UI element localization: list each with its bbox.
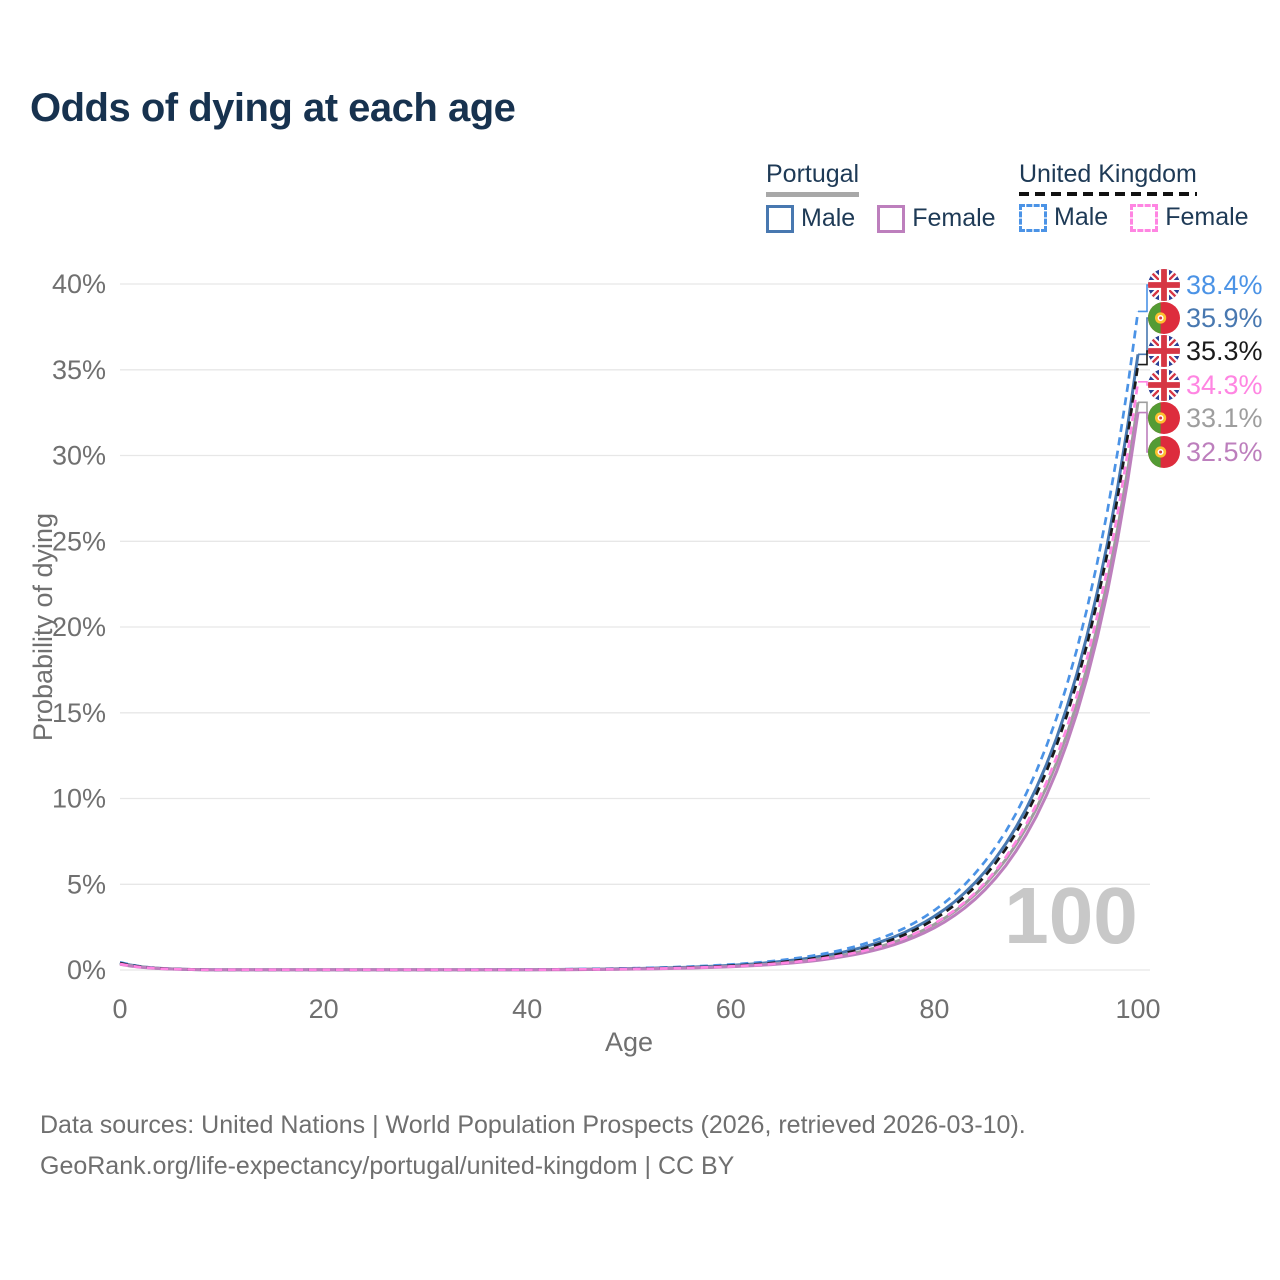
y-tick-label: 30% xyxy=(52,441,106,471)
legend-country-portugal[interactable]: Portugal xyxy=(766,160,860,197)
legend-item-uk-female[interactable]: Female xyxy=(1130,203,1249,232)
legend-item-label: Male xyxy=(801,204,856,232)
series-line-portugal-female[interactable] xyxy=(119,412,1140,972)
legend-item-portugal-female[interactable]: Female xyxy=(877,204,996,233)
end-value-label-uk-male: 38.4% xyxy=(1186,270,1263,300)
uk-male-swatch-icon xyxy=(1019,203,1047,232)
legend-country-label-portugal: Portugal xyxy=(766,160,860,188)
gridlines xyxy=(120,283,1150,971)
x-axis-title: Age xyxy=(605,1027,653,1057)
y-tick-label: 5% xyxy=(67,869,106,899)
x-tick-label: 80 xyxy=(919,994,949,1024)
legend-country-united-kingdom[interactable]: United Kingdom xyxy=(1019,160,1197,196)
y-tick-label: 25% xyxy=(52,526,106,556)
uk-combined-line-sample xyxy=(1019,192,1197,196)
legend-country-label-united-kingdom: United Kingdom xyxy=(1019,160,1197,188)
y-tick-label: 15% xyxy=(52,698,106,728)
uk-female-swatch-icon xyxy=(1130,203,1159,232)
uk-flag-icon xyxy=(1148,369,1180,401)
x-axis-tick-labels: 0 20 40 60 80 100 xyxy=(112,994,1160,1024)
uk-flag-icon xyxy=(1148,269,1180,301)
portugal-combined-line-sample xyxy=(766,192,860,197)
y-axis-title: Probability of dying xyxy=(28,513,58,741)
legend-item-portugal-male[interactable]: Male xyxy=(766,204,855,233)
portugal-female-swatch-icon xyxy=(877,204,906,233)
end-value-label-portugal-female: 32.5% xyxy=(1186,437,1263,467)
end-value-label-portugal-male: 35.9% xyxy=(1186,303,1263,333)
portugal-flag-icon xyxy=(1148,302,1180,334)
age-watermark: 100 xyxy=(1004,871,1137,960)
series-lines xyxy=(119,311,1140,972)
end-value-label-uk-female: 34.3% xyxy=(1186,370,1263,400)
legend-item-label: Female xyxy=(912,204,996,232)
series-line-uk-all[interactable] xyxy=(119,364,1140,972)
series-end-labels: 38.4%35.9%35.3% 34.3%33.1% 32.5% xyxy=(1138,269,1263,468)
x-tick-label: 60 xyxy=(716,994,746,1024)
y-axis-tick-labels: 0% 5% 10% 15% 20% 25% 30% 35% 40% xyxy=(52,269,106,985)
legend-items-portugal: Male Female xyxy=(766,204,996,233)
label-connector xyxy=(1138,284,1150,313)
x-tick-label: 0 xyxy=(112,994,127,1024)
legend-item-label: Female xyxy=(1165,203,1249,231)
portugal-flag-icon xyxy=(1148,436,1180,468)
y-tick-label: 10% xyxy=(52,784,106,814)
legend-group-united-kingdom: United Kingdom Male Female xyxy=(1019,160,1249,232)
y-tick-label: 35% xyxy=(52,355,106,385)
footer: Data sources: United Nations | World Pop… xyxy=(40,1105,1240,1187)
y-tick-label: 40% xyxy=(52,269,106,299)
legend-item-uk-male[interactable]: Male xyxy=(1019,203,1108,232)
page-title: Odds of dying at each age xyxy=(30,86,516,130)
portugal-male-swatch-icon xyxy=(766,204,794,233)
series-line-portugal-male[interactable] xyxy=(119,354,1140,972)
y-tick-label: 0% xyxy=(67,955,106,985)
series-line-uk-male[interactable] xyxy=(119,311,1140,972)
legend-items-united-kingdom: Male Female xyxy=(1019,203,1249,232)
legend-group-portugal: Portugal Male Female xyxy=(766,160,996,233)
series-line-uk-female[interactable] xyxy=(119,381,1140,972)
legend: Portugal Male Female United Kingdom Male xyxy=(0,160,1280,240)
x-tick-label: 20 xyxy=(309,994,339,1024)
end-value-label-portugal-all: 33.1% xyxy=(1186,403,1263,433)
uk-flag-icon xyxy=(1148,335,1180,367)
attribution-line: GeoRank.org/life-expectancy/portugal/uni… xyxy=(40,1152,735,1180)
data-sources-line: Data sources: United Nations | World Pop… xyxy=(40,1111,1026,1139)
x-tick-label: 100 xyxy=(1115,994,1160,1024)
y-tick-label: 20% xyxy=(52,612,106,642)
legend-item-label: Male xyxy=(1054,203,1109,231)
portugal-flag-icon xyxy=(1148,402,1180,434)
x-tick-label: 40 xyxy=(512,994,542,1024)
end-value-label-uk-all: 35.3% xyxy=(1186,336,1263,366)
